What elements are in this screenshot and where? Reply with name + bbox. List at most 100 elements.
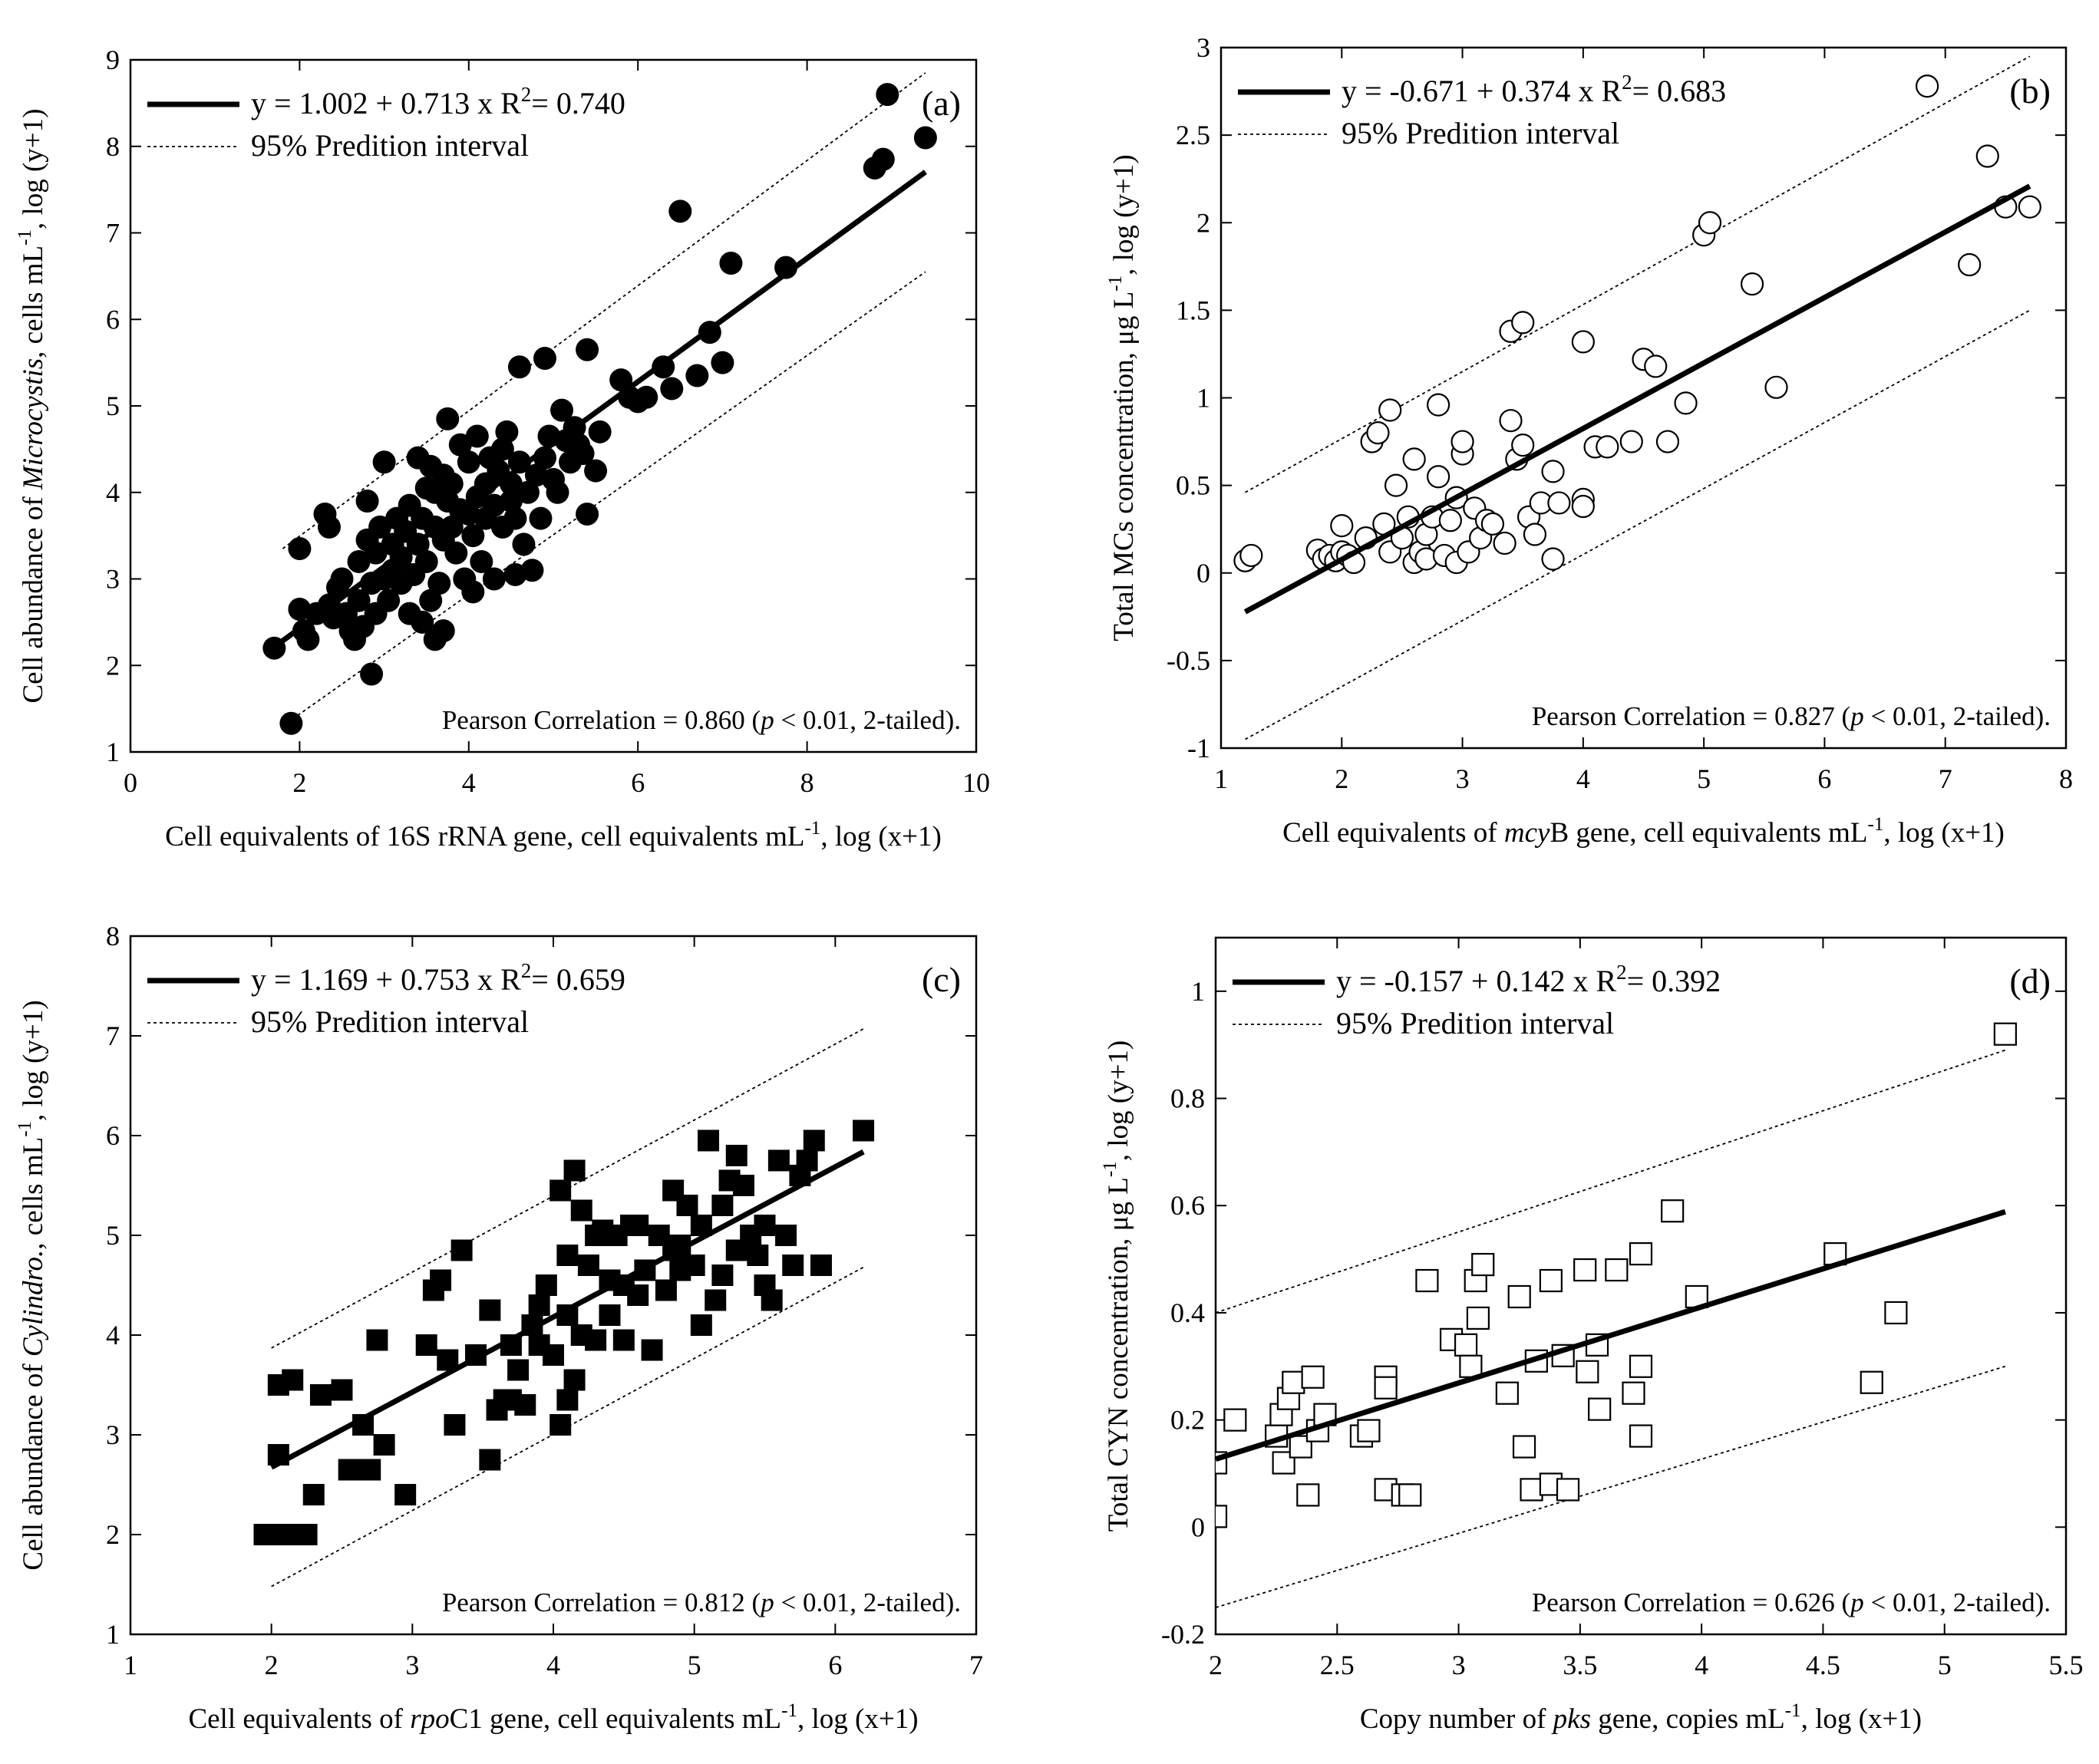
data-point (377, 589, 401, 612)
data-point (853, 1119, 875, 1142)
y-tick-label: -0.5 (1167, 645, 1210, 676)
y-tick-label: 2 (106, 650, 120, 681)
data-point (440, 472, 464, 496)
data-point (1398, 1483, 1422, 1507)
x-tick-label: 3.5 (1563, 1650, 1597, 1680)
data-point (550, 398, 574, 422)
x-tick-label: 5 (688, 1650, 701, 1680)
data-point (810, 1255, 832, 1276)
axis-label-part: Cell abundance of (18, 490, 49, 703)
y-tick-label: 5 (106, 391, 120, 421)
y-tick-label: 8 (106, 921, 120, 951)
legend-interval-label: 95% Predition interval (1342, 116, 1619, 150)
x-tick-label: 1 (124, 1650, 137, 1680)
data-point (1366, 421, 1390, 445)
pearson-text-end: < 0.01, 2-tailed). (1864, 1588, 2051, 1617)
data-point (1427, 465, 1450, 489)
data-point (366, 1329, 388, 1351)
data-point (355, 490, 379, 513)
x-tick-label: 7 (969, 1650, 983, 1680)
data-point (461, 524, 485, 548)
y-tick-label: 1 (1196, 383, 1210, 414)
x-tick-label: 8 (2059, 763, 2073, 794)
data-point (550, 1179, 572, 1202)
data-point (754, 1274, 776, 1296)
data-point (470, 549, 493, 573)
axis-label-part: Cell equivalents of (1282, 817, 1504, 849)
data-point (1459, 1354, 1483, 1378)
data-point (450, 1239, 473, 1261)
prediction-interval-upper (271, 1028, 864, 1349)
legend-r2-superscript: 2 (521, 83, 532, 106)
data-point (1415, 1268, 1439, 1293)
data-point (1402, 447, 1426, 471)
panel-label: (d) (2009, 961, 2051, 1001)
legend-equation-text: y = 1.169 + 0.753 x R (251, 962, 521, 997)
data-point (543, 1344, 564, 1366)
data-point (1573, 1258, 1597, 1282)
legend-r2-superscript: 2 (1622, 71, 1632, 94)
data-point (533, 346, 556, 370)
data-point (479, 1449, 501, 1471)
axis-label-part: , log (y+1) (18, 109, 49, 230)
axis-label-part: Microcystis (18, 358, 49, 490)
axis-label-part: -1 (1785, 1700, 1801, 1721)
pearson-text-end: < 0.01, 2-tailed). (774, 705, 961, 735)
y-tick-label: 4 (106, 477, 120, 508)
data-point (338, 1459, 360, 1481)
data-point (1239, 543, 1263, 568)
x-tick-label: 5.5 (2049, 1650, 2084, 1680)
plot-area (253, 1028, 875, 1588)
data-point (295, 1524, 318, 1545)
data-point (570, 1199, 592, 1222)
data-point (1384, 473, 1408, 497)
data-point (1523, 523, 1547, 546)
data-point (599, 1304, 621, 1326)
data-point (1629, 1424, 1653, 1448)
data-point (490, 437, 514, 461)
data-point (1596, 435, 1619, 459)
data-point (698, 1129, 720, 1152)
y-tick-label: -1 (1187, 733, 1210, 763)
data-point (1975, 144, 1999, 168)
data-point (563, 1159, 586, 1182)
data-point (1330, 514, 1354, 538)
data-point (1629, 1241, 1653, 1266)
x-tick-label: 2.5 (1320, 1650, 1355, 1680)
y-tick-label: 0.6 (1170, 1190, 1205, 1221)
axis-label-part: Total MCs concentration, μg L (1108, 292, 1140, 641)
x-tick-label: 1 (1214, 763, 1228, 794)
legend-equation-text: y = -0.671 + 0.374 x R (1342, 74, 1622, 108)
y-tick-label: 2 (106, 1519, 120, 1550)
data-point (317, 515, 341, 539)
x-tick-label: 8 (800, 767, 814, 798)
data-point (1629, 1354, 1653, 1378)
data-point (754, 1215, 776, 1236)
panel-d: 2 2.5 3 3.5 4 4.5 5 5.5 -0.2 0 0.2 0.4 0.6 0.8 1 y = -0… (1100, 936, 2084, 1735)
data-point (612, 1329, 635, 1351)
data-point (1374, 1376, 1398, 1400)
data-point (1588, 1397, 1612, 1421)
axis-label-part: , cells mL (18, 246, 49, 358)
data-point (1512, 1435, 1536, 1459)
data-point (529, 506, 553, 530)
data-point (520, 559, 544, 582)
data-point (719, 251, 743, 275)
data-point (1619, 430, 1643, 453)
panel-label: (a) (922, 84, 961, 123)
data-point (1216, 1505, 1228, 1528)
data-point (774, 256, 798, 279)
data-point (1993, 1022, 2017, 1046)
prediction-interval-upper (1245, 55, 2031, 493)
y-axis-label: Total CYN concentration, μg L-1, log (y+… (1100, 1040, 1134, 1532)
prediction-interval-upper (282, 72, 926, 549)
data-point (1466, 1306, 1490, 1330)
data-point (585, 1329, 607, 1351)
data-point (427, 572, 451, 595)
x-tick-label: 6 (631, 767, 645, 798)
axis-label-part: -1 (1105, 275, 1126, 292)
data-point (655, 1279, 677, 1301)
legend-r2-value: = 0.659 (531, 962, 625, 997)
data-point (1454, 1333, 1478, 1357)
